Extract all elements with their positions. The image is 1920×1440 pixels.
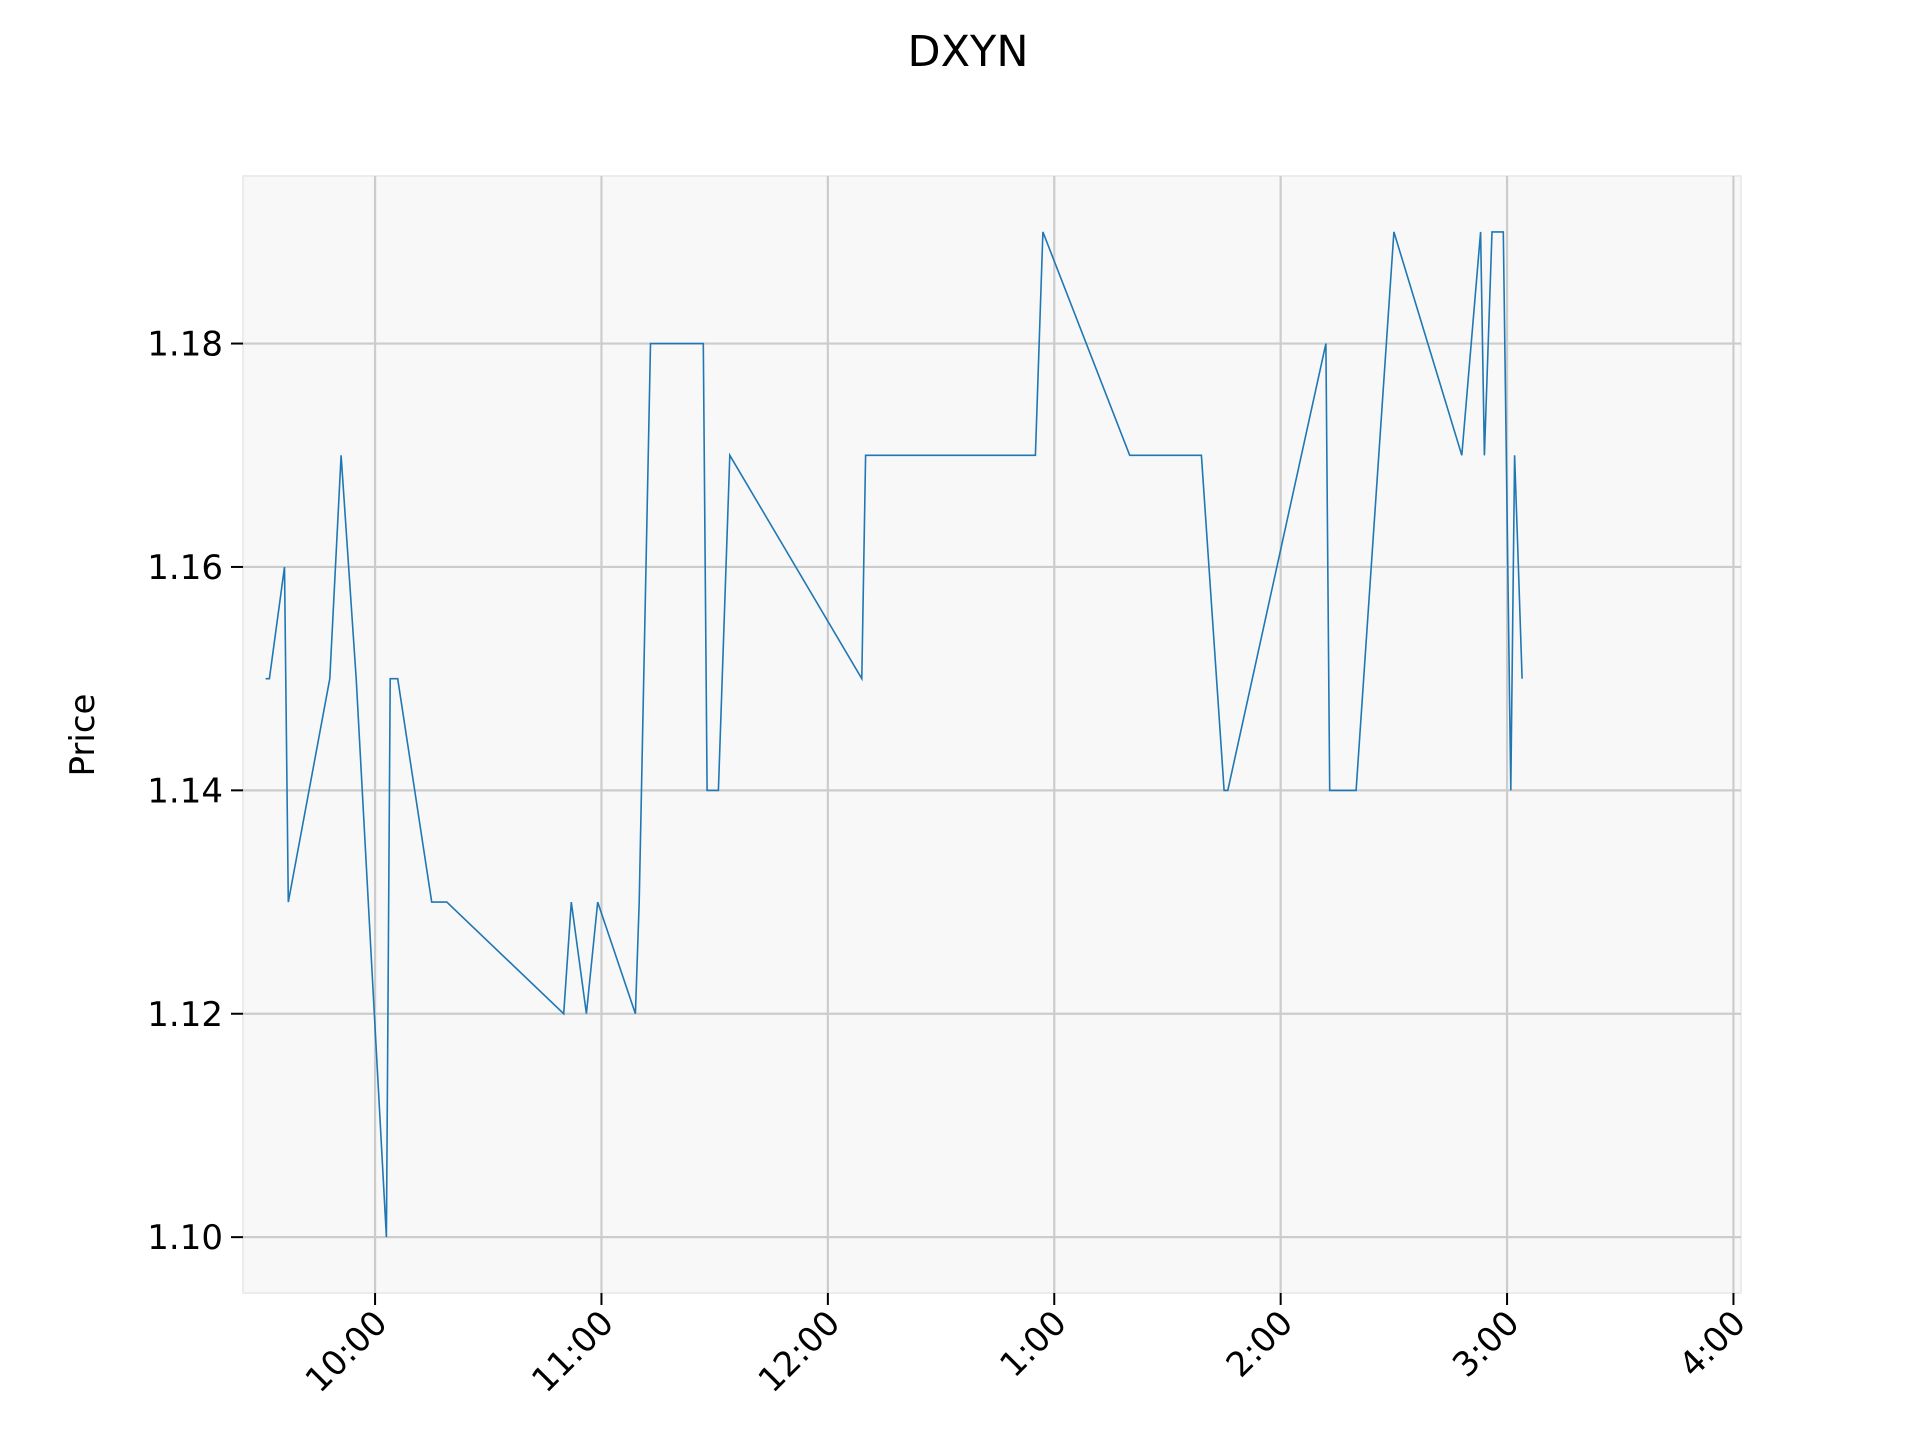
price-series-line (265, 231, 1523, 1238)
x-tick-label: 11:00 (524, 1303, 622, 1401)
x-tick-label: 3:00 (1445, 1303, 1527, 1385)
y-tick-label: 1.16 (147, 548, 223, 588)
x-tick-label: 1:00 (992, 1303, 1074, 1385)
x-tick-label: 4:00 (1672, 1303, 1754, 1385)
y-tick-label: 1.12 (147, 995, 223, 1035)
series-layer (265, 231, 1523, 1238)
x-tick-label: 12:00 (751, 1303, 849, 1401)
y-tick-label: 1.18 (147, 325, 223, 365)
y-axis-label: Price (63, 694, 103, 777)
x-tick-label: 2:00 (1219, 1303, 1301, 1385)
y-tick-label: 1.14 (147, 771, 223, 811)
y-tick-label: 1.10 (147, 1218, 223, 1258)
grid-lines (243, 176, 1741, 1293)
plot-area (242, 175, 1742, 1294)
x-tick-label: 10:00 (298, 1303, 396, 1401)
chart-title: DXYN (907, 27, 1028, 77)
